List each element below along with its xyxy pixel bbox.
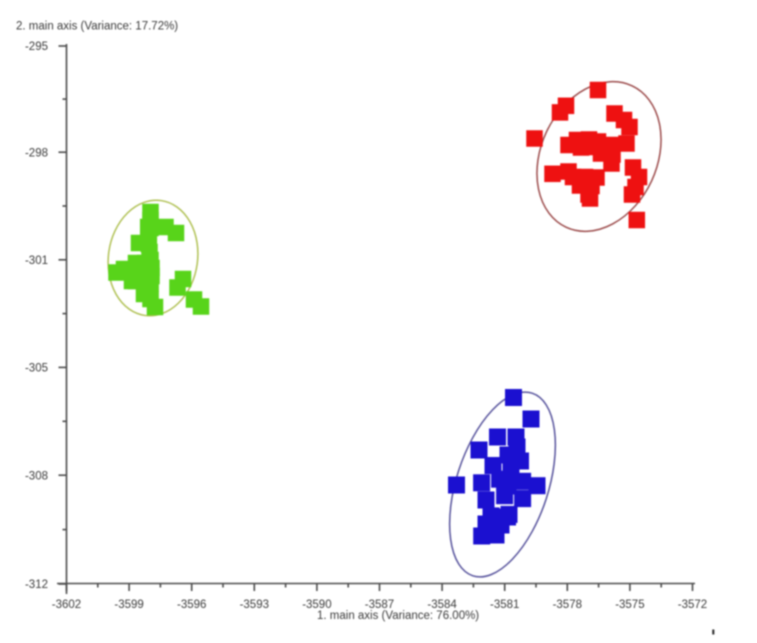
- svg-text:-3596: -3596: [177, 599, 206, 611]
- svg-text:2. main axis (Variance: 17.72%: 2. main axis (Variance: 17.72%): [16, 21, 178, 33]
- svg-text:-3599: -3599: [114, 599, 143, 611]
- svg-text:-305: -305: [25, 363, 48, 375]
- svg-text:-3572: -3572: [678, 599, 707, 611]
- svg-text:-298: -298: [25, 147, 48, 159]
- svg-text:-308: -308: [25, 470, 48, 482]
- svg-text:-3581: -3581: [490, 599, 519, 611]
- svg-text:-312: -312: [25, 579, 48, 591]
- svg-text:-3587: -3587: [365, 599, 394, 611]
- svg-text:-295: -295: [25, 41, 48, 53]
- svg-text:-3593: -3593: [240, 599, 269, 611]
- svg-text:-3602: -3602: [52, 599, 81, 611]
- svg-text:1. main axis (Variance: 76.00%: 1. main axis (Variance: 76.00%): [317, 610, 479, 622]
- svg-text:-3584: -3584: [427, 599, 457, 611]
- svg-text:-3590: -3590: [302, 599, 331, 611]
- svg-text:-3575: -3575: [615, 599, 644, 611]
- svg-text:-301: -301: [25, 255, 48, 267]
- svg-text:-3578: -3578: [553, 599, 582, 611]
